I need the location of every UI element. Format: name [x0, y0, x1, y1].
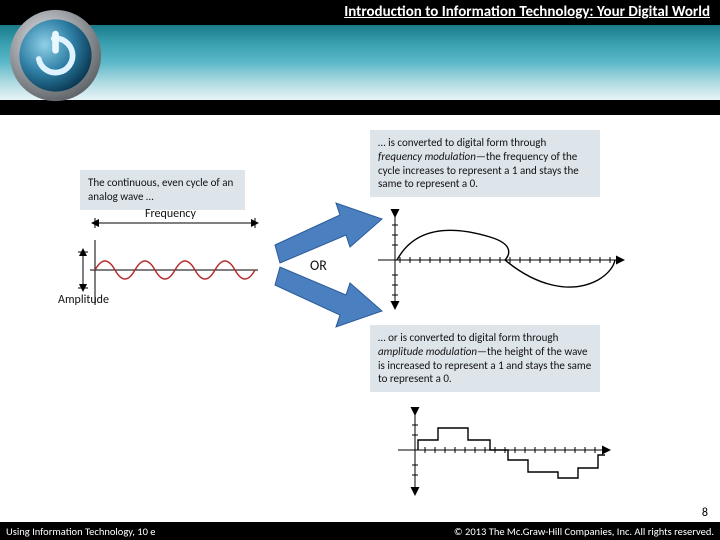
amplitude-label: Amplitude — [58, 293, 109, 307]
fm-text-1: … is converted to digital form through — [378, 136, 546, 149]
fm-caption-box: … is converted to digital form through f… — [370, 130, 600, 197]
am-chart — [398, 413, 608, 493]
analog-caption-box: The continuous, even cycle of an analog … — [80, 170, 245, 210]
footer-bar: Using Information Technology, 10 e © 201… — [0, 522, 720, 540]
footer-left: Using Information Technology, 10 e — [6, 525, 156, 538]
slide: Introduction to Information Technology: … — [0, 0, 720, 540]
footer-right: © 2013 The Mc.Graw-Hill Companies, Inc. … — [454, 525, 714, 538]
header-teal-gradient — [0, 25, 720, 100]
analog-wave-plot — [78, 218, 258, 305]
am-caption-box: … or is converted to digital form throug… — [370, 325, 600, 392]
diagram-area: The continuous, even cycle of an analog … — [0, 115, 720, 505]
frequency-label: Frequency — [145, 207, 196, 221]
am-italic: amplitude modulation — [378, 345, 477, 358]
am-text-1: … or is converted to digital form throug… — [378, 331, 558, 344]
chapter-title: Introduction to Information Technology: … — [344, 3, 710, 21]
fm-chart — [378, 215, 622, 307]
fm-italic: frequency modulation — [378, 150, 476, 163]
header-bottom-bar — [0, 100, 720, 115]
or-label: OR — [310, 257, 327, 274]
header: Introduction to Information Technology: … — [0, 0, 720, 115]
arrow-to-am — [275, 267, 382, 327]
page-number: 8 — [702, 506, 708, 520]
arrow-to-fm — [275, 203, 382, 263]
power-icon — [8, 8, 103, 103]
